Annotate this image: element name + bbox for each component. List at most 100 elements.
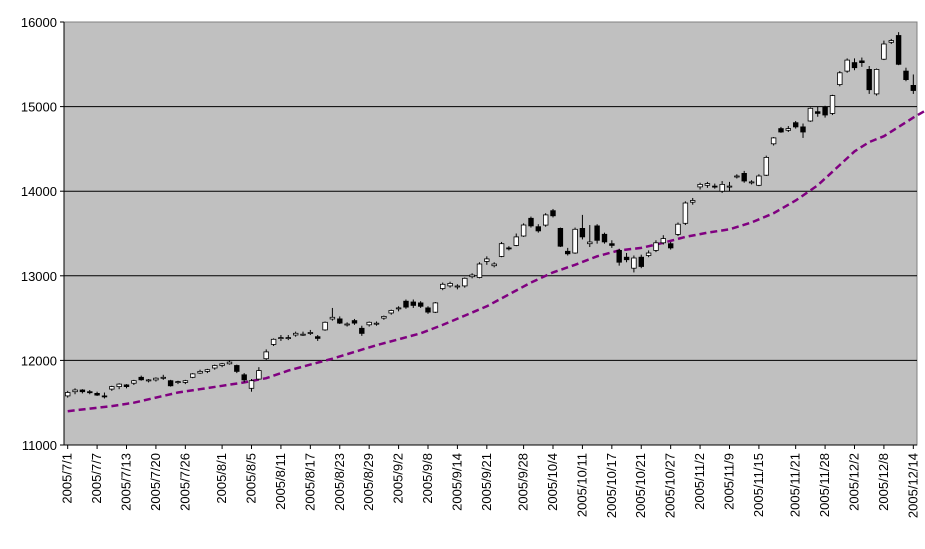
candle bbox=[741, 170, 747, 183]
candle-body bbox=[748, 181, 755, 184]
candle bbox=[822, 105, 828, 118]
candle bbox=[359, 325, 365, 336]
candle-body bbox=[322, 321, 328, 331]
candle bbox=[719, 181, 725, 193]
candle bbox=[329, 307, 336, 321]
x-tick-label: 2005/11/28 bbox=[817, 453, 832, 517]
candle-body bbox=[675, 223, 681, 235]
candle bbox=[844, 58, 850, 73]
candle bbox=[623, 252, 630, 263]
candle bbox=[513, 233, 519, 247]
gridlines bbox=[64, 106, 917, 361]
x-tick-label: 2005/12/2 bbox=[846, 453, 861, 511]
x-tick-label: 2005/10/17 bbox=[604, 453, 619, 518]
candle bbox=[535, 224, 541, 233]
candle bbox=[234, 364, 240, 374]
candle-body bbox=[793, 122, 799, 128]
candle bbox=[763, 155, 769, 176]
candle-body bbox=[506, 247, 512, 250]
candle bbox=[65, 390, 71, 398]
candle-body bbox=[770, 137, 777, 145]
candle-body bbox=[888, 40, 894, 43]
candle bbox=[278, 335, 284, 341]
candle-body bbox=[167, 380, 174, 387]
candle-body bbox=[800, 126, 806, 133]
candle bbox=[270, 338, 277, 347]
candle bbox=[616, 248, 622, 266]
candle-body bbox=[197, 370, 203, 374]
candle-body bbox=[263, 351, 269, 360]
x-tick-label: 2005/9/21 bbox=[479, 453, 494, 511]
candle bbox=[138, 375, 144, 381]
candle bbox=[910, 74, 916, 94]
candle-body bbox=[528, 217, 534, 227]
candle-body bbox=[579, 227, 586, 238]
candle bbox=[175, 380, 181, 385]
candle bbox=[241, 373, 247, 383]
candle bbox=[866, 65, 872, 94]
candle bbox=[543, 213, 549, 227]
candle bbox=[109, 385, 115, 391]
x-tick-label: 2005/7/7 bbox=[89, 453, 104, 504]
candle bbox=[337, 316, 343, 325]
candle-body bbox=[292, 332, 299, 336]
candle bbox=[601, 232, 608, 244]
x-tick-label: 2005/9/28 bbox=[516, 453, 531, 511]
x-tick-label: 2005/10/21 bbox=[633, 453, 648, 518]
y-tick-label: 13000 bbox=[21, 269, 57, 284]
candle bbox=[712, 183, 718, 189]
candle-body bbox=[65, 392, 71, 397]
candle bbox=[373, 321, 380, 326]
x-tick-label: 2005/8/29 bbox=[361, 453, 376, 511]
candle-body bbox=[697, 183, 703, 188]
candle-body bbox=[638, 256, 644, 267]
candle-body bbox=[668, 243, 674, 249]
candle bbox=[204, 368, 211, 374]
candle bbox=[807, 107, 814, 122]
y-tick-label: 14000 bbox=[21, 184, 57, 199]
candle-body bbox=[690, 200, 696, 203]
candle-body bbox=[587, 241, 593, 245]
x-tick-label: 2005/11/9 bbox=[721, 453, 736, 510]
candle bbox=[793, 120, 799, 129]
candle-body bbox=[469, 274, 475, 278]
candle-body bbox=[94, 392, 100, 396]
candle-body bbox=[565, 250, 571, 255]
x-tick-label: 2005/12/8 bbox=[876, 453, 891, 511]
candle-body bbox=[87, 391, 93, 394]
candle-body bbox=[300, 333, 306, 336]
y-tick-label: 11000 bbox=[22, 438, 57, 453]
candle bbox=[439, 282, 446, 291]
y-tick-label: 16000 bbox=[21, 15, 57, 30]
candle-body bbox=[807, 107, 814, 122]
candle bbox=[432, 302, 439, 314]
candle bbox=[506, 246, 512, 251]
candle-body bbox=[476, 263, 483, 278]
moving-average-series bbox=[67, 109, 925, 413]
candle-body bbox=[417, 302, 424, 307]
candle-body bbox=[329, 316, 336, 320]
candle bbox=[395, 306, 402, 312]
x-tick-label: 2005/11/2 bbox=[692, 453, 707, 510]
candle-body bbox=[910, 85, 916, 91]
candle-body bbox=[513, 236, 519, 246]
candle-body bbox=[785, 128, 791, 131]
candle bbox=[675, 222, 681, 237]
candle-body bbox=[829, 95, 836, 114]
candle bbox=[785, 126, 791, 132]
candle-body bbox=[822, 107, 828, 116]
y-tick-label: 15000 bbox=[21, 100, 57, 115]
candle-body bbox=[844, 59, 850, 72]
candle bbox=[307, 329, 314, 336]
candle bbox=[903, 67, 909, 82]
candle-body bbox=[851, 62, 858, 69]
candle bbox=[800, 123, 806, 138]
candle bbox=[94, 391, 100, 396]
candle bbox=[557, 227, 564, 248]
candle bbox=[425, 306, 431, 314]
candle-body bbox=[307, 332, 314, 334]
y-tick-label: 12000 bbox=[21, 353, 57, 368]
candle bbox=[550, 208, 556, 218]
candle-body bbox=[403, 300, 409, 308]
candle-body bbox=[454, 285, 461, 288]
